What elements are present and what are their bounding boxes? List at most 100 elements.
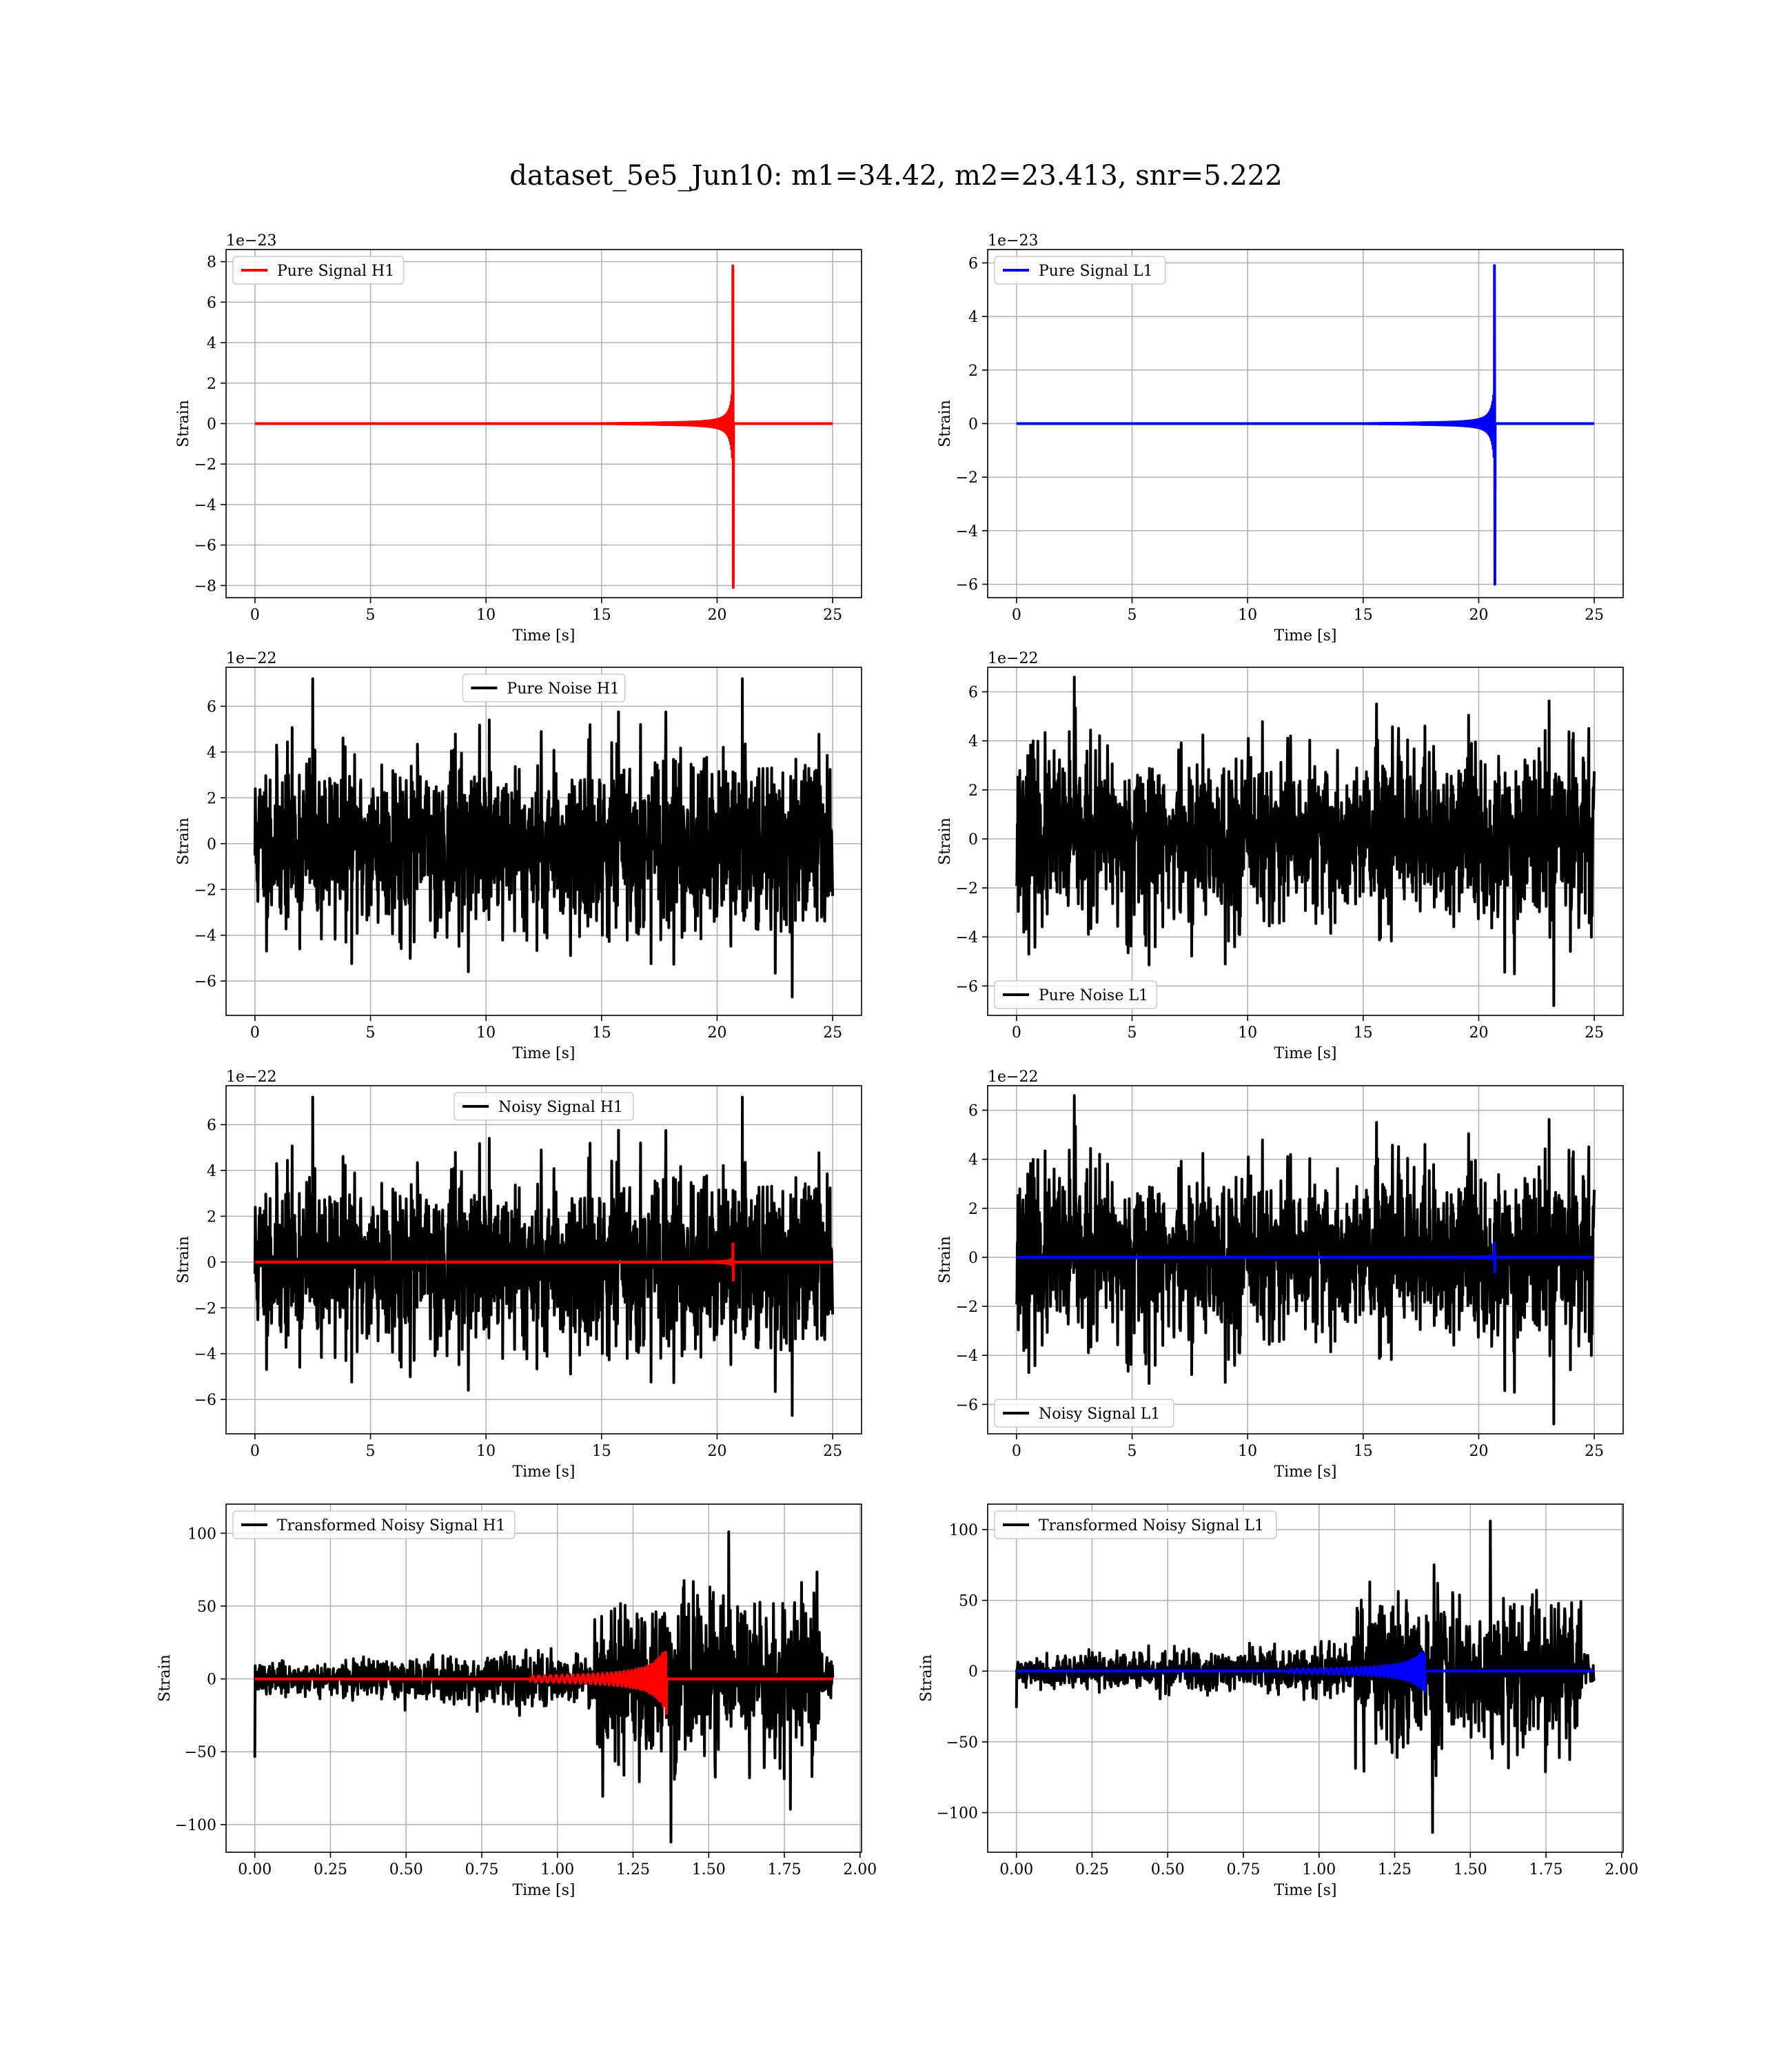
- y-axis-label: Strain: [918, 1654, 935, 1702]
- y-tick-label: 6: [207, 698, 216, 716]
- legend-box: [994, 1399, 1174, 1428]
- legend-label: Noisy Signal H1: [498, 1099, 623, 1116]
- legend-box: [994, 980, 1157, 1009]
- legend-box: [994, 256, 1166, 285]
- legend-label: Noisy Signal L1: [1039, 1406, 1160, 1423]
- y-axis-label: Strain: [937, 1236, 954, 1284]
- x-tick-label: 0: [1012, 1024, 1021, 1042]
- x-tick-label: 15: [1354, 607, 1373, 624]
- y-tick-label: −2: [956, 1299, 978, 1316]
- y-tick-label: 2: [968, 1201, 978, 1218]
- x-tick-label: 0.00: [999, 1861, 1033, 1878]
- y-tick-label: −4: [194, 1346, 216, 1364]
- legend: Pure Signal H1: [232, 256, 405, 285]
- y-offset-label: 1e−22: [226, 650, 276, 667]
- x-tick-label: 25: [1585, 1443, 1604, 1460]
- x-tick-label: 5: [366, 607, 376, 624]
- plot-area: [1015, 1519, 1596, 1834]
- x-tick-label: 1.50: [692, 1861, 726, 1878]
- x-tick-label: 20: [1469, 607, 1488, 624]
- x-tick-label: 1.25: [616, 1861, 650, 1878]
- series-line: [1015, 1651, 1596, 1694]
- panel-pure-noise-l1: 0 5 10 15 20 25 −6 −4 −2 0 2 4 6 Time [s] Strain 1e−22 P…: [937, 650, 1624, 1062]
- y-tick-label: 4: [207, 1163, 216, 1180]
- series-line: [253, 677, 835, 999]
- panel-pure-noise-h1: 0 5 10 15 20 25 −6 −4 −2 0 2 4 6 Time [s] Strain 1e−22 P…: [175, 650, 862, 1062]
- series-line: [254, 1650, 834, 1715]
- y-tick-label: 6: [968, 685, 978, 702]
- x-tick-label: 5: [1128, 607, 1137, 624]
- y-axis-label: Strain: [937, 818, 954, 865]
- x-tick-label: 1.50: [1454, 1861, 1487, 1878]
- axes-frame: [987, 1503, 1624, 1853]
- y-tick-label: −2: [194, 456, 216, 474]
- legend: Noisy Signal H1: [454, 1092, 634, 1121]
- y-tick-label: 0: [968, 1250, 978, 1267]
- y-tick-label: −50: [946, 1734, 978, 1752]
- legend-box: [232, 256, 405, 285]
- series-line: [1015, 676, 1596, 1007]
- x-tick-label: 10: [1238, 1443, 1257, 1460]
- y-tick-label: 2: [207, 376, 216, 393]
- legend-box: [462, 673, 626, 702]
- y-tick-label: 4: [968, 309, 978, 326]
- x-tick-label: 15: [592, 607, 611, 624]
- plot-area: [1015, 264, 1596, 586]
- x-axis-label: Time [s]: [1274, 1882, 1336, 1899]
- x-tick-label: 0.75: [1227, 1861, 1261, 1878]
- y-tick-label: 4: [207, 744, 216, 762]
- plot-area: [1015, 1094, 1596, 1426]
- y-axis-label: Strain: [156, 1654, 174, 1702]
- y-offset-label: 1e−23: [226, 232, 276, 250]
- x-tick-label: 25: [1585, 1024, 1604, 1042]
- panel-pure-signal-l1: 0 5 10 15 20 25 −6 −4 −2 0 2 4 6 Time [s] Strain 1e−23P…: [937, 232, 1624, 645]
- y-tick-label: 2: [968, 363, 978, 380]
- x-tick-label: 25: [1585, 607, 1604, 624]
- legend: Noisy Signal L1: [994, 1399, 1174, 1428]
- y-tick-label: 0: [968, 416, 978, 434]
- plot-area: [253, 677, 835, 999]
- series-line: [254, 264, 834, 589]
- y-tick-label: −100: [937, 1805, 978, 1823]
- axes-frame: [225, 1503, 862, 1853]
- x-tick-label: 5: [366, 1024, 376, 1042]
- y-tick-label: −2: [956, 469, 978, 487]
- legend-label: Pure Noise L1: [1039, 987, 1148, 1004]
- x-tick-label: 25: [823, 607, 842, 624]
- y-tick-label: 0: [207, 836, 216, 853]
- y-tick-label: −6: [956, 577, 978, 594]
- x-tick-label: 15: [592, 1443, 611, 1460]
- y-tick-label: 100: [949, 1522, 978, 1539]
- y-tick-label: −50: [185, 1744, 216, 1761]
- x-tick-label: 0.00: [238, 1861, 272, 1878]
- x-tick-label: 1.00: [1302, 1861, 1336, 1878]
- x-tick-label: 0: [250, 607, 260, 624]
- y-tick-label: 6: [207, 294, 216, 312]
- x-tick-label: 25: [823, 1024, 842, 1042]
- x-tick-label: 0: [250, 1443, 260, 1460]
- y-tick-label: −6: [956, 978, 978, 995]
- y-tick-label: −4: [956, 929, 978, 946]
- x-tick-label: 15: [1354, 1443, 1373, 1460]
- y-tick-label: −2: [956, 880, 978, 898]
- legend-label: Pure Signal H1: [277, 263, 394, 280]
- y-tick-label: 0: [207, 416, 216, 434]
- y-tick-label: −100: [175, 1817, 216, 1834]
- axes-frame: [225, 1085, 862, 1435]
- y-tick-label: −4: [956, 523, 978, 540]
- x-tick-label: 0.50: [389, 1861, 423, 1878]
- x-tick-label: 0.25: [314, 1861, 347, 1878]
- legend-label: Pure Noise H1: [507, 680, 620, 698]
- legend: Transformed Noisy Signal L1: [994, 1510, 1277, 1539]
- x-tick-label: 0: [250, 1024, 260, 1042]
- y-tick-label: −8: [194, 578, 216, 595]
- panel-noisy-signal-l1: 0 5 10 15 20 25 −6 −4 −2 0 2 4 6 Time [s] Strain 1e−22 N…: [937, 1068, 1624, 1481]
- series-line: [253, 1530, 835, 1844]
- x-axis-label: Time [s]: [1274, 627, 1336, 645]
- x-tick-label: 1.25: [1378, 1861, 1412, 1878]
- series-line: [1015, 1094, 1596, 1426]
- x-tick-label: 2.00: [843, 1861, 877, 1878]
- x-tick-label: 25: [823, 1443, 842, 1460]
- plot-area: [254, 264, 834, 589]
